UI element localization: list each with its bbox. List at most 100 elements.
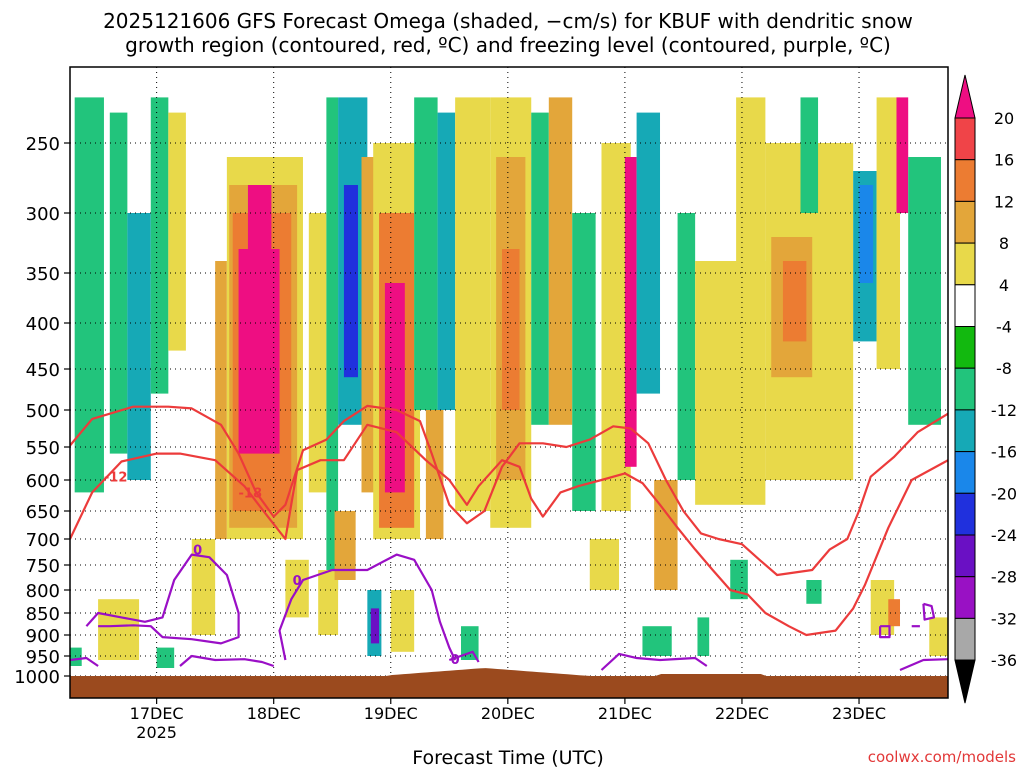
colorbar-swatch [954, 617, 976, 661]
omega-cell [425, 410, 444, 539]
y-tick-label: 1000 [14, 667, 60, 688]
chart-title-line-1: 2025121606 GFS Forecast Omega (shaded, −… [103, 9, 913, 33]
freezing-contour-line [899, 658, 948, 672]
y-tick-label: 750 [26, 556, 60, 577]
omega-cell [156, 647, 175, 668]
freezing-contour-label: 0 [293, 574, 302, 589]
omega-cell [876, 97, 901, 370]
freezing-contour-line [922, 602, 936, 621]
x-tick-label: 22DEC [715, 704, 769, 723]
colorbar-swatch [954, 576, 976, 619]
omega-cell [896, 97, 909, 213]
omega-cell [908, 157, 941, 425]
dgz-contour-label: -12 [104, 471, 128, 486]
colorbar-swatch [954, 159, 976, 202]
omega-cell [127, 213, 151, 480]
x-axis-label: Forecast Time (UTC) [412, 747, 603, 768]
x-tick-sublabel: 2025 [136, 723, 177, 742]
freezing-contour-line [70, 656, 99, 667]
colorbar-label: -28 [991, 568, 1017, 587]
colorbar-swatch [954, 451, 976, 494]
colorbar-swatch [954, 74, 976, 119]
colorbar-label: 4 [999, 276, 1009, 295]
colorbar-label: 20 [994, 109, 1014, 128]
x-tick-label: 17DEC [130, 704, 184, 723]
omega-cell [677, 213, 696, 480]
x-tick-label: 19DEC [364, 704, 418, 723]
omega-shading [70, 97, 948, 668]
omega-cell [384, 283, 405, 493]
freezing-contour-label: 0 [193, 543, 202, 558]
colorbar-swatch [954, 409, 976, 453]
omega-cell [109, 112, 128, 454]
colorbar-label: -32 [991, 609, 1017, 628]
omega-cell [888, 599, 901, 627]
omega-cell [501, 249, 520, 410]
omega-cell [74, 97, 104, 493]
omega-cell [730, 559, 748, 600]
y-tick-label: 300 [26, 204, 60, 225]
omega-cell [370, 608, 380, 644]
omega-cell [70, 647, 82, 666]
omega-cell [308, 213, 327, 493]
freezing-contour-line [879, 625, 891, 639]
freezing-contour-label: 0 [451, 653, 460, 668]
credit-text: coolwx.com/models [868, 748, 1016, 766]
dgz-contour-line [70, 423, 948, 637]
colorbar: 20 16 12 8 4 -4 -8 -12 -16 -20 -24 -28 -32 -36 [954, 74, 1017, 704]
chart-title-line-2: growth region (contoured, red, ºC) and f… [125, 33, 891, 57]
y-tick-label: 650 [26, 502, 60, 523]
omega-cell [437, 112, 456, 410]
colorbar-label: 16 [994, 151, 1014, 170]
x-tick-label: 23DEC [832, 704, 886, 723]
omega-cell [238, 249, 280, 454]
y-tick-label: 800 [26, 581, 60, 602]
omega-cell [636, 112, 661, 394]
omega-cell [390, 590, 415, 652]
omega-cell [624, 157, 637, 467]
freezing-contour-line [600, 652, 708, 671]
omega-cell [548, 97, 573, 425]
colorbar-label: -24 [991, 526, 1017, 545]
omega-cell [343, 185, 358, 378]
y-tick-label: 900 [26, 626, 60, 647]
omega-cell [695, 261, 766, 505]
omega-cell [247, 185, 272, 283]
omega-cell [455, 97, 491, 512]
y-tick-label: 400 [26, 314, 60, 335]
omega-cell [589, 539, 620, 590]
omega-cell [654, 480, 678, 590]
y-tick-label: 850 [26, 604, 60, 625]
omega-cell [929, 617, 948, 656]
omega-cell [531, 112, 549, 425]
omega-cell [572, 213, 596, 511]
colorbar-swatch [954, 326, 976, 369]
omega-cell [191, 539, 216, 635]
omega-cell [414, 97, 438, 411]
colorbar-label: -12 [991, 401, 1017, 420]
colorbar-label: 8 [999, 234, 1009, 253]
colorbar-label: -4 [996, 318, 1012, 337]
colorbar-label: -16 [991, 443, 1017, 462]
dgz-contour-label: -18 [239, 486, 263, 501]
y-axis-ticks: 2503003504004505005506006507007508008509… [14, 134, 70, 688]
omega-cell [736, 97, 766, 274]
freezing-contour-line [278, 553, 457, 661]
omega-cell [642, 626, 672, 656]
x-tick-label: 21DEC [598, 704, 652, 723]
colorbar-swatch [954, 659, 976, 704]
y-tick-label: 450 [26, 360, 60, 381]
ground-fill [70, 668, 948, 698]
x-tick-label: 18DEC [247, 704, 301, 723]
y-tick-label: 700 [26, 530, 60, 551]
freezing-contour-line [85, 553, 240, 645]
freezing-level-contours: 0 0 0 [70, 543, 948, 672]
colorbar-label: -36 [991, 651, 1017, 670]
dendritic-growth-contours: -12 -18 [70, 404, 948, 637]
omega-cell [782, 261, 807, 342]
omega-cell [697, 617, 710, 656]
colorbar-swatch [954, 200, 976, 244]
colorbar-swatch [954, 284, 976, 327]
